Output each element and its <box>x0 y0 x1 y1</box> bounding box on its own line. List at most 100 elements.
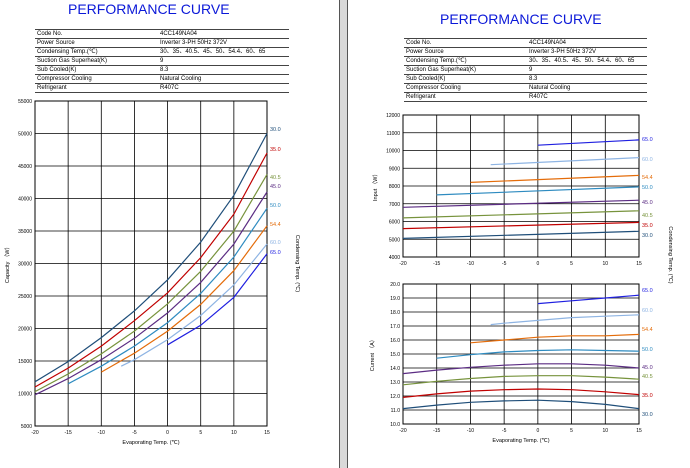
series-label: 35.0 <box>270 147 281 153</box>
y-tick-label: 17.0 <box>390 324 400 330</box>
y-tick-label: 40000 <box>18 197 32 203</box>
series-line <box>34 191 268 396</box>
series-label: 60.0 <box>642 308 653 314</box>
series-line <box>402 221 640 230</box>
y-tick-label: 55000 <box>18 99 32 105</box>
x-axis-label: Evaporating Temp. (℃) <box>122 440 179 446</box>
x-tick-label: 0 <box>166 430 169 436</box>
x-tick-label: -15 <box>433 261 440 267</box>
series-label: 45.0 <box>642 200 653 206</box>
series-line <box>470 174 640 183</box>
series-line <box>402 375 640 386</box>
current-chart: -20 -15 -10 -5 0 5 10 15 10.0 11.0 12.0 13.0 14.0 15.… <box>369 282 653 444</box>
series-label: 65.0 <box>642 288 653 294</box>
spec-value: R407C <box>158 83 289 93</box>
series-line <box>402 230 640 239</box>
spec-row: Refrigerant R407C <box>35 83 289 93</box>
series-line <box>34 152 268 388</box>
y-tick-label: 11.0 <box>391 408 401 414</box>
series-label: 45.0 <box>270 184 281 190</box>
series-line <box>120 243 268 367</box>
series-label: 65.0 <box>270 250 281 256</box>
x-tick-label: 0 <box>536 428 539 434</box>
series-label: 45.0 <box>642 365 653 371</box>
series-line <box>470 333 640 344</box>
y-tick-label: 10000 <box>386 149 400 155</box>
y-tick-label: 4000 <box>389 255 400 261</box>
y-tick-label: 15.0 <box>390 352 400 358</box>
y-tick-label: 16.0 <box>390 338 400 344</box>
capacity-chart: -20 -15 -10 -5 0 5 10 15 5000 10000 15000 20000 2500… <box>4 99 300 446</box>
series-line <box>101 225 268 373</box>
secondary-axis-label: Condensing Temp. (℃) <box>294 235 300 292</box>
y-tick-label: 10000 <box>18 392 32 398</box>
x-tick-label: 0 <box>536 261 539 267</box>
series-line <box>34 133 268 383</box>
y-tick-label: 7000 <box>389 202 400 208</box>
page-title-left: PERFORMANCE CURVE <box>68 1 230 17</box>
y-axis-label: Input （W） <box>372 171 379 201</box>
y-axis-label: Current （A） <box>369 337 376 372</box>
spec-table-left: Code No. 4CC149NA04 Power Source Inverter 3… <box>35 29 289 93</box>
series-label: 30.0 <box>270 127 281 133</box>
series-line <box>67 207 268 385</box>
x-tick-label: 10 <box>603 428 609 434</box>
y-tick-label: 25000 <box>18 294 32 300</box>
series-label: 60.0 <box>270 240 281 246</box>
right-page: PERFORMANCE CURVE Code No. 4CC149NA04 Powe… <box>348 0 690 468</box>
spec-label: Refrigerant <box>404 92 527 102</box>
series-line <box>402 210 640 219</box>
y-tick-label: 10.0 <box>390 422 400 428</box>
y-tick-label: 8000 <box>389 184 400 190</box>
x-tick-label: 15 <box>636 261 642 267</box>
input-chart: -20 -15 -10 -5 0 5 10 15 4000 5000 6000 7000 8000 900… <box>372 113 673 284</box>
left-page: PERFORMANCE CURVE Code No. 4CC149NA04 Powe… <box>0 0 339 468</box>
y-tick-label: 5000 <box>389 237 400 243</box>
y-tick-label: 12000 <box>386 113 400 119</box>
series-label: 35.0 <box>642 393 653 399</box>
y-tick-label: 9000 <box>389 166 400 172</box>
x-tick-label: 10 <box>231 430 237 436</box>
series-label: 30.0 <box>642 412 653 418</box>
series-line <box>436 186 640 196</box>
series-line <box>537 139 640 146</box>
page-separator <box>339 0 348 468</box>
x-tick-label: 15 <box>636 428 642 434</box>
x-tick-label: -15 <box>65 430 72 436</box>
y-tick-label: 13.0 <box>390 380 400 386</box>
x-tick-label: -10 <box>467 428 474 434</box>
secondary-axis-label: Condensing Temp. (℃) <box>667 226 673 283</box>
spec-value: R407C <box>527 92 647 102</box>
series-line <box>402 399 640 410</box>
series-label: 50.0 <box>642 347 653 353</box>
y-tick-label: 18.0 <box>390 310 400 316</box>
y-tick-label: 5000 <box>21 424 32 430</box>
x-tick-label: 5 <box>570 261 573 267</box>
x-tick-label: -5 <box>502 261 507 267</box>
y-tick-label: 6000 <box>389 220 400 226</box>
y-tick-label: 30000 <box>18 262 32 268</box>
x-tick-label: -20 <box>399 428 406 434</box>
x-tick-label: -20 <box>31 430 38 436</box>
y-tick-label: 35000 <box>18 229 32 235</box>
series-label: 65.0 <box>642 137 653 143</box>
y-tick-label: 20.0 <box>390 282 400 288</box>
series-label: 54.4 <box>270 222 281 228</box>
series-label: 50.0 <box>270 203 281 209</box>
spec-row: Refrigerant R407C <box>404 92 647 102</box>
x-tick-label: -20 <box>399 261 406 267</box>
x-tick-label: -5 <box>132 430 137 436</box>
y-tick-label: 12.0 <box>390 394 400 400</box>
y-tick-label: 14.0 <box>390 366 400 372</box>
x-tick-label: -15 <box>433 428 440 434</box>
x-tick-label: 10 <box>603 261 609 267</box>
series-line <box>490 314 640 326</box>
y-tick-label: 50000 <box>18 132 32 138</box>
page-title-right: PERFORMANCE CURVE <box>440 11 602 27</box>
y-tick-label: 19.0 <box>390 296 400 302</box>
x-tick-label: -10 <box>467 261 474 267</box>
x-tick-label: 5 <box>199 430 202 436</box>
series-label: 40.5 <box>642 213 653 219</box>
series-label: 54.4 <box>642 327 653 333</box>
series-label: 60.0 <box>642 157 653 163</box>
